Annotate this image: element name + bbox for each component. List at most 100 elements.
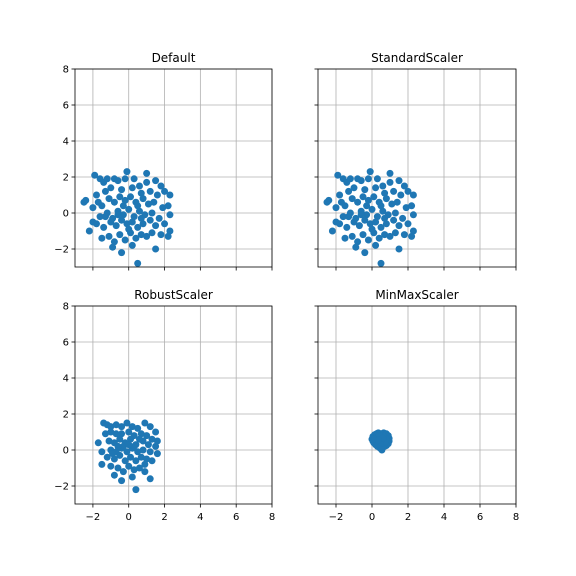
data-point <box>125 441 133 449</box>
data-point <box>134 259 142 267</box>
data-point <box>164 202 172 210</box>
data-point <box>153 437 161 445</box>
data-point <box>364 196 372 204</box>
data-point <box>146 448 154 456</box>
data-point <box>395 245 403 253</box>
y-tick-label: 4 <box>63 374 69 385</box>
data-point <box>135 207 143 215</box>
data-point <box>114 442 122 450</box>
data-point <box>164 232 172 240</box>
data-point <box>105 232 113 240</box>
data-point <box>110 455 118 463</box>
data-point <box>119 202 127 210</box>
axes-frame <box>74 68 273 268</box>
data-point <box>157 231 165 239</box>
data-point <box>350 184 358 192</box>
data-point <box>116 435 124 443</box>
data-point <box>378 446 386 454</box>
data-point <box>110 198 118 206</box>
data-point <box>103 175 111 183</box>
data-point <box>98 234 106 242</box>
data-point <box>137 189 145 197</box>
data-point <box>123 448 131 456</box>
x-tick-label: 4 <box>441 512 447 523</box>
data-point <box>114 177 122 185</box>
data-point <box>128 218 136 226</box>
data-point <box>155 214 163 222</box>
data-point <box>348 195 356 203</box>
x-tick-label: 8 <box>269 512 275 523</box>
data-point <box>137 430 145 438</box>
data-point <box>98 202 106 210</box>
x-tick-label: 8 <box>513 512 519 523</box>
data-point <box>134 223 142 231</box>
data-point <box>374 436 382 444</box>
data-point <box>409 227 417 235</box>
y-tick-label: 8 <box>63 302 69 313</box>
data-point <box>146 423 154 431</box>
data-point <box>110 471 118 479</box>
panel-standardscaler: StandardScaler <box>314 51 517 271</box>
data-point <box>373 213 381 221</box>
data-point <box>377 223 385 231</box>
data-point <box>150 198 158 206</box>
data-point <box>166 227 174 235</box>
data-point <box>134 424 142 432</box>
data-point <box>85 227 93 235</box>
data-point <box>408 202 416 210</box>
data-point <box>363 202 371 210</box>
data-point <box>139 446 147 454</box>
x-tick-label: 2 <box>405 512 411 523</box>
data-point <box>123 419 131 427</box>
data-point <box>135 435 143 443</box>
data-point <box>92 191 100 199</box>
data-point <box>103 453 111 461</box>
data-point <box>144 200 152 208</box>
data-point <box>364 175 372 183</box>
data-point <box>112 421 120 429</box>
data-point <box>148 229 156 237</box>
axes-frame <box>74 305 273 505</box>
data-point <box>328 227 336 235</box>
data-point <box>96 213 104 221</box>
x-tick-label: −2 <box>86 512 101 523</box>
data-point <box>135 182 143 190</box>
data-point <box>159 204 167 212</box>
data-point <box>143 169 151 177</box>
data-point <box>130 466 138 474</box>
data-point <box>391 229 399 237</box>
data-point <box>137 214 145 222</box>
data-point <box>82 196 90 204</box>
y-tick-label: 6 <box>63 101 69 112</box>
data-point <box>107 184 115 192</box>
data-point <box>152 442 160 450</box>
data-point <box>107 423 115 431</box>
y-tick-label: −2 <box>54 245 69 256</box>
data-point <box>132 457 140 465</box>
points-group <box>368 429 393 454</box>
data-point <box>148 209 156 217</box>
data-point <box>123 168 131 176</box>
data-point <box>148 435 156 443</box>
data-point <box>152 245 160 253</box>
points-group <box>80 168 174 267</box>
data-point <box>152 177 160 185</box>
data-point <box>391 209 399 217</box>
panel-title: MinMaxScaler <box>375 288 458 302</box>
x-tick-label: 4 <box>197 512 203 523</box>
data-point <box>359 193 367 201</box>
points-group <box>94 419 161 494</box>
data-point <box>114 464 122 472</box>
data-point <box>166 211 174 219</box>
data-point <box>119 442 127 450</box>
data-point <box>373 175 381 183</box>
x-tick-label: 0 <box>369 512 375 523</box>
data-point <box>368 225 376 233</box>
axes-frame <box>317 68 517 268</box>
data-point <box>107 428 115 436</box>
data-point <box>372 184 380 192</box>
data-point <box>370 193 378 201</box>
data-point <box>148 457 156 465</box>
data-point <box>359 231 367 239</box>
y-tick-label: 2 <box>63 173 69 184</box>
